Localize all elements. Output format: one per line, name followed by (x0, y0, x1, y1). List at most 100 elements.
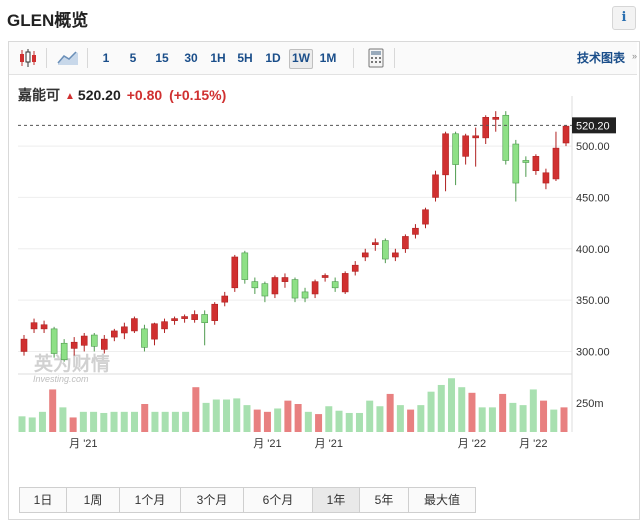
volume-bar (274, 408, 282, 432)
volume-bar (427, 391, 435, 432)
candle-body (321, 275, 329, 278)
x-tick-label: 月 '21 (315, 438, 343, 450)
period-1m[interactable]: 1个月 (120, 488, 181, 512)
candle-body (50, 328, 58, 354)
volume-bar (130, 411, 138, 432)
volume-bar (233, 398, 241, 432)
volume-bar (38, 411, 46, 432)
info-button[interactable]: i (612, 6, 636, 30)
price-change: +0.80 (126, 87, 163, 103)
x-tick-label: 月 '21 (69, 438, 97, 450)
candle-body (80, 335, 88, 346)
volume-bar (325, 406, 333, 432)
period-6m[interactable]: 6个月 (244, 488, 313, 512)
volume-bar (458, 387, 466, 432)
x-tick-label: 月 '22 (458, 438, 486, 450)
candle-body (542, 172, 550, 184)
watermark: 英为财情 Investing.com (33, 352, 110, 384)
period-1d[interactable]: 1日 (20, 488, 67, 512)
tech-chart-link[interactable]: 技术图表 (577, 51, 626, 65)
volume-bar (28, 417, 36, 432)
candle-body (452, 133, 459, 165)
last-price-tag (572, 117, 616, 134)
x-tick-label: 月 '22 (519, 438, 547, 450)
interval-1m[interactable]: 1M (319, 51, 337, 65)
period-max[interactable]: 最大值 (423, 493, 460, 507)
y-tick-label: 300.00 (576, 346, 610, 358)
volume-bar (519, 405, 527, 432)
chart-toolbar: 1 5 15 30 1H 5H 1D 1W 1M 技术图表 » (9, 42, 637, 75)
period-5y[interactable]: 5年 (360, 488, 409, 512)
candle-body (211, 303, 219, 321)
candle-body (361, 252, 369, 258)
candle-body (30, 322, 38, 330)
volume-bar (355, 412, 363, 432)
x-tick-label: 月 '21 (253, 438, 281, 450)
interval-1w[interactable]: 1W (289, 49, 313, 69)
candle-body (492, 117, 500, 120)
toolbar-more-icon[interactable]: » (632, 51, 638, 61)
candle-body (392, 252, 399, 258)
last-price: 520.20 (77, 87, 121, 103)
candle-body (301, 291, 309, 299)
candle-body (221, 295, 229, 303)
volume-bar (18, 416, 26, 432)
price-change-percent: (+0.15%) (169, 87, 227, 103)
interval-1h[interactable]: 1H (210, 51, 226, 65)
candle-body (432, 174, 439, 198)
candle-body (482, 117, 490, 139)
candlestick-icon[interactable] (16, 47, 40, 69)
interval-5h[interactable]: 5H (237, 51, 253, 65)
period-3m[interactable]: 3个月 (181, 488, 244, 512)
volume-bar (192, 387, 200, 432)
candle-body (251, 281, 259, 289)
period-1y[interactable]: 1年 (313, 488, 360, 512)
candle-body (341, 273, 349, 293)
volume-bar (478, 407, 486, 432)
volume-axis-label: 250m (576, 398, 604, 410)
volume-bar (294, 404, 302, 432)
volume-bar (284, 400, 292, 432)
volume-bar (396, 405, 404, 432)
candle-body (60, 342, 68, 360)
volume-bar (550, 409, 558, 432)
volume-bar (488, 407, 496, 432)
candle-body (552, 147, 560, 180)
volume-bar (376, 406, 384, 432)
toolbar-divider (87, 48, 88, 68)
candles (20, 111, 570, 362)
volume-bar (212, 399, 220, 432)
price-chart[interactable]: 英为财情 Investing.com 520.20 300.00 350.00 40… (0, 0, 640, 480)
candle-body (191, 314, 198, 320)
period-selector: 1日 1周 1个月 3个月 6个月 1年 5年 最大值 (19, 487, 476, 513)
candle-body (241, 252, 249, 280)
candle-body (231, 256, 239, 289)
volume-bar (509, 402, 517, 432)
watermark-sub: Investing.com (33, 374, 89, 384)
toolbar-divider (394, 48, 395, 68)
interval-1[interactable]: 1 (102, 51, 110, 65)
calculator-icon[interactable] (364, 47, 388, 69)
page-header: GLEN概览 i (0, 0, 640, 36)
area-chart-icon[interactable] (56, 47, 80, 69)
interval-15[interactable]: 15 (155, 51, 169, 65)
candle-body (281, 277, 289, 282)
up-arrow-icon: ▲ (65, 91, 75, 102)
candle-body (512, 143, 520, 184)
y-tick-label: 350.00 (576, 295, 610, 307)
period-1w[interactable]: 1周 (67, 488, 120, 512)
volume-bar (182, 411, 190, 432)
interval-30[interactable]: 30 (184, 51, 198, 65)
x-axis: 月 '21月 '21月 '21月 '22月 '22月 '228 (69, 438, 547, 450)
candle-body (472, 135, 479, 139)
chart-frame (8, 41, 640, 520)
interval-5[interactable]: 5 (129, 51, 137, 65)
candle-body (131, 318, 138, 332)
volume-bar (540, 400, 548, 432)
candle-body (371, 242, 379, 245)
quote-line: 嘉能可 ▲ 520.20 +0.80 (+0.15%) (18, 85, 226, 105)
y-tick-label: 450.00 (576, 192, 610, 204)
instrument-name: 嘉能可 (18, 87, 60, 103)
candle-body (291, 279, 299, 299)
interval-1d[interactable]: 1D (265, 51, 281, 65)
